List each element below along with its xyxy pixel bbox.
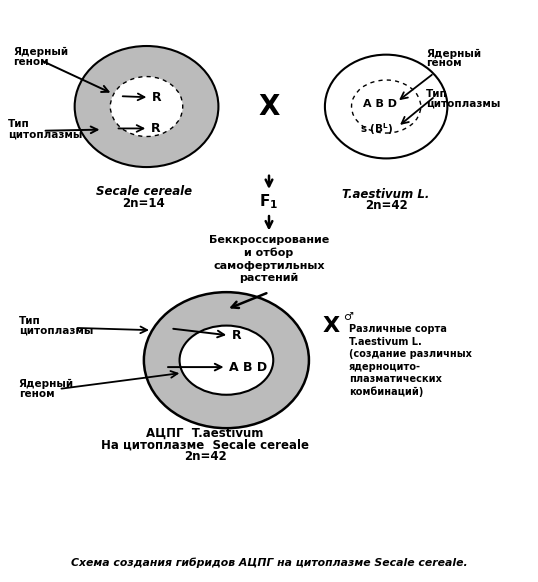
Text: A B D: A B D xyxy=(229,361,267,374)
Text: X: X xyxy=(258,93,280,120)
Text: ♂: ♂ xyxy=(344,312,353,322)
Text: X: X xyxy=(322,315,339,336)
Text: Тип: Тип xyxy=(19,316,40,326)
Text: $\mathbf{F_1}$: $\mathbf{F_1}$ xyxy=(259,192,279,211)
Ellipse shape xyxy=(110,77,183,137)
Text: геном: геном xyxy=(426,58,462,68)
Text: R: R xyxy=(151,122,160,135)
Ellipse shape xyxy=(325,55,448,158)
Text: Беккроссирование
и отбор
самофертильных
растений: Беккроссирование и отбор самофертильных … xyxy=(209,235,329,283)
Text: Различные сорта
T.aestivum L.
(создание различных
ядерноцито-
плазматических
ком: Различные сорта T.aestivum L. (создание … xyxy=(349,324,472,397)
Text: 2n=42: 2n=42 xyxy=(184,450,226,463)
Text: Ядерный: Ядерный xyxy=(426,48,481,59)
Text: На цитоплазме  Secale cereale: На цитоплазме Secale cereale xyxy=(101,438,309,452)
Ellipse shape xyxy=(180,325,273,395)
Text: цитоплазмы: цитоплазмы xyxy=(8,129,82,139)
Text: Схема создания гибридов АЦПГ на цитоплазме Secale cereale.: Схема создания гибридов АЦПГ на цитоплаз… xyxy=(70,558,468,569)
Text: цитоплазмы: цитоплазмы xyxy=(426,99,500,109)
Ellipse shape xyxy=(351,80,421,133)
Text: геном: геном xyxy=(19,389,54,399)
Text: R: R xyxy=(232,329,242,342)
Text: Тип: Тип xyxy=(8,119,30,129)
Text: R: R xyxy=(152,91,161,104)
Text: A B D: A B D xyxy=(363,99,397,109)
Text: АЦПГ  T.aestivum: АЦПГ T.aestivum xyxy=(146,427,264,440)
Text: 2n=42: 2n=42 xyxy=(365,199,407,212)
Text: s (B$^{\mathregular{L}}$): s (B$^{\mathregular{L}}$) xyxy=(360,122,393,137)
Text: цитоплазмы: цитоплазмы xyxy=(19,325,93,335)
Text: Secale cereale: Secale cereale xyxy=(96,185,192,198)
Ellipse shape xyxy=(75,46,218,167)
Text: Ядерный: Ядерный xyxy=(19,379,74,389)
Text: Ядерный: Ядерный xyxy=(13,47,68,57)
Text: T.aestivum L.: T.aestivum L. xyxy=(343,187,430,201)
Text: Тип: Тип xyxy=(426,89,448,99)
Text: 2n=14: 2n=14 xyxy=(123,197,165,210)
Text: геном: геном xyxy=(13,56,49,66)
Ellipse shape xyxy=(144,292,309,428)
